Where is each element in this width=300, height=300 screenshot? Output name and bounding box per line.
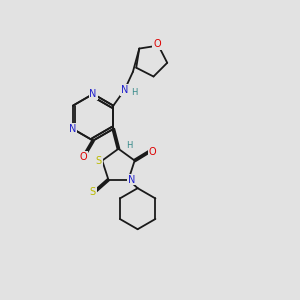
Text: O: O — [149, 147, 156, 157]
Text: N: N — [89, 89, 97, 99]
Text: H: H — [131, 88, 138, 97]
Text: O: O — [80, 152, 88, 161]
Text: N: N — [128, 175, 135, 185]
Text: O: O — [153, 39, 161, 49]
Text: N: N — [121, 85, 128, 95]
Text: H: H — [126, 141, 132, 150]
Text: S: S — [90, 187, 96, 197]
Text: S: S — [96, 156, 102, 166]
Text: N: N — [69, 124, 76, 134]
